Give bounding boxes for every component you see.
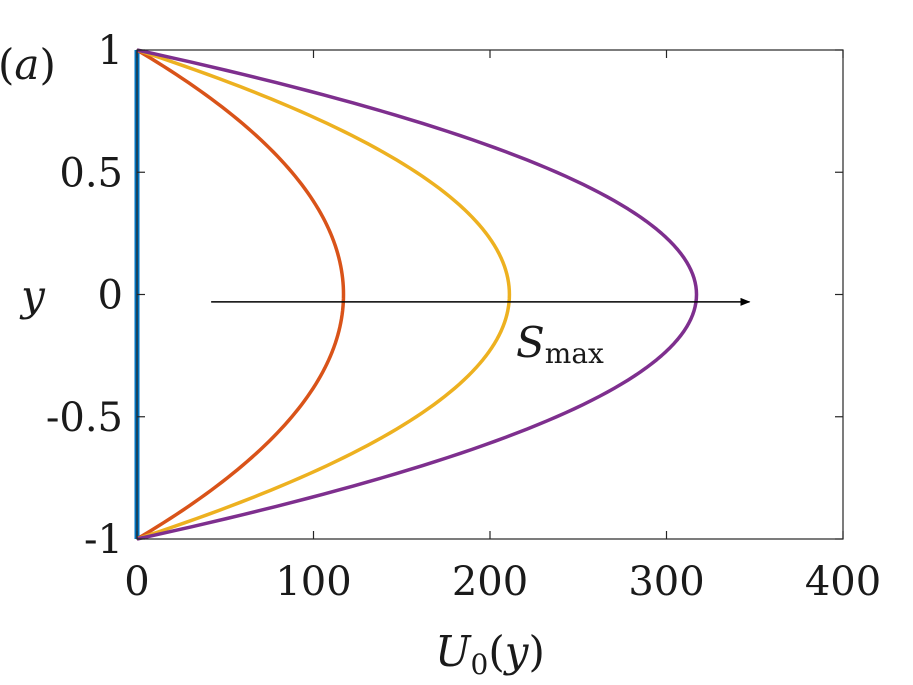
x-axis-label: U0(y) [435,627,545,681]
y-tick-label: 0 [98,273,123,319]
y-tick-label: 0.5 [59,150,123,196]
y-tick-label: -1 [84,517,123,563]
panel-label: (a) [0,40,56,89]
series-line-4 [136,48,699,541]
y-axis-label: y [19,271,46,320]
x-tick-label: 300 [628,559,704,605]
series-line-2 [136,48,346,541]
y-tick-label: 1 [98,28,123,74]
x-tick-label: 400 [805,559,881,605]
x-tick-label: 0 [124,559,149,605]
smax-annotation: Smax [516,318,604,370]
plot-background [137,50,843,539]
series-line-3 [136,48,512,541]
tick-layer: 0 100 200 300 400 -1 -0.5 0 0.5 1 [46,28,881,605]
x-tick-label: 100 [275,559,351,605]
x-tick-label: 200 [452,559,528,605]
y-tick-label: -0.5 [46,395,123,441]
